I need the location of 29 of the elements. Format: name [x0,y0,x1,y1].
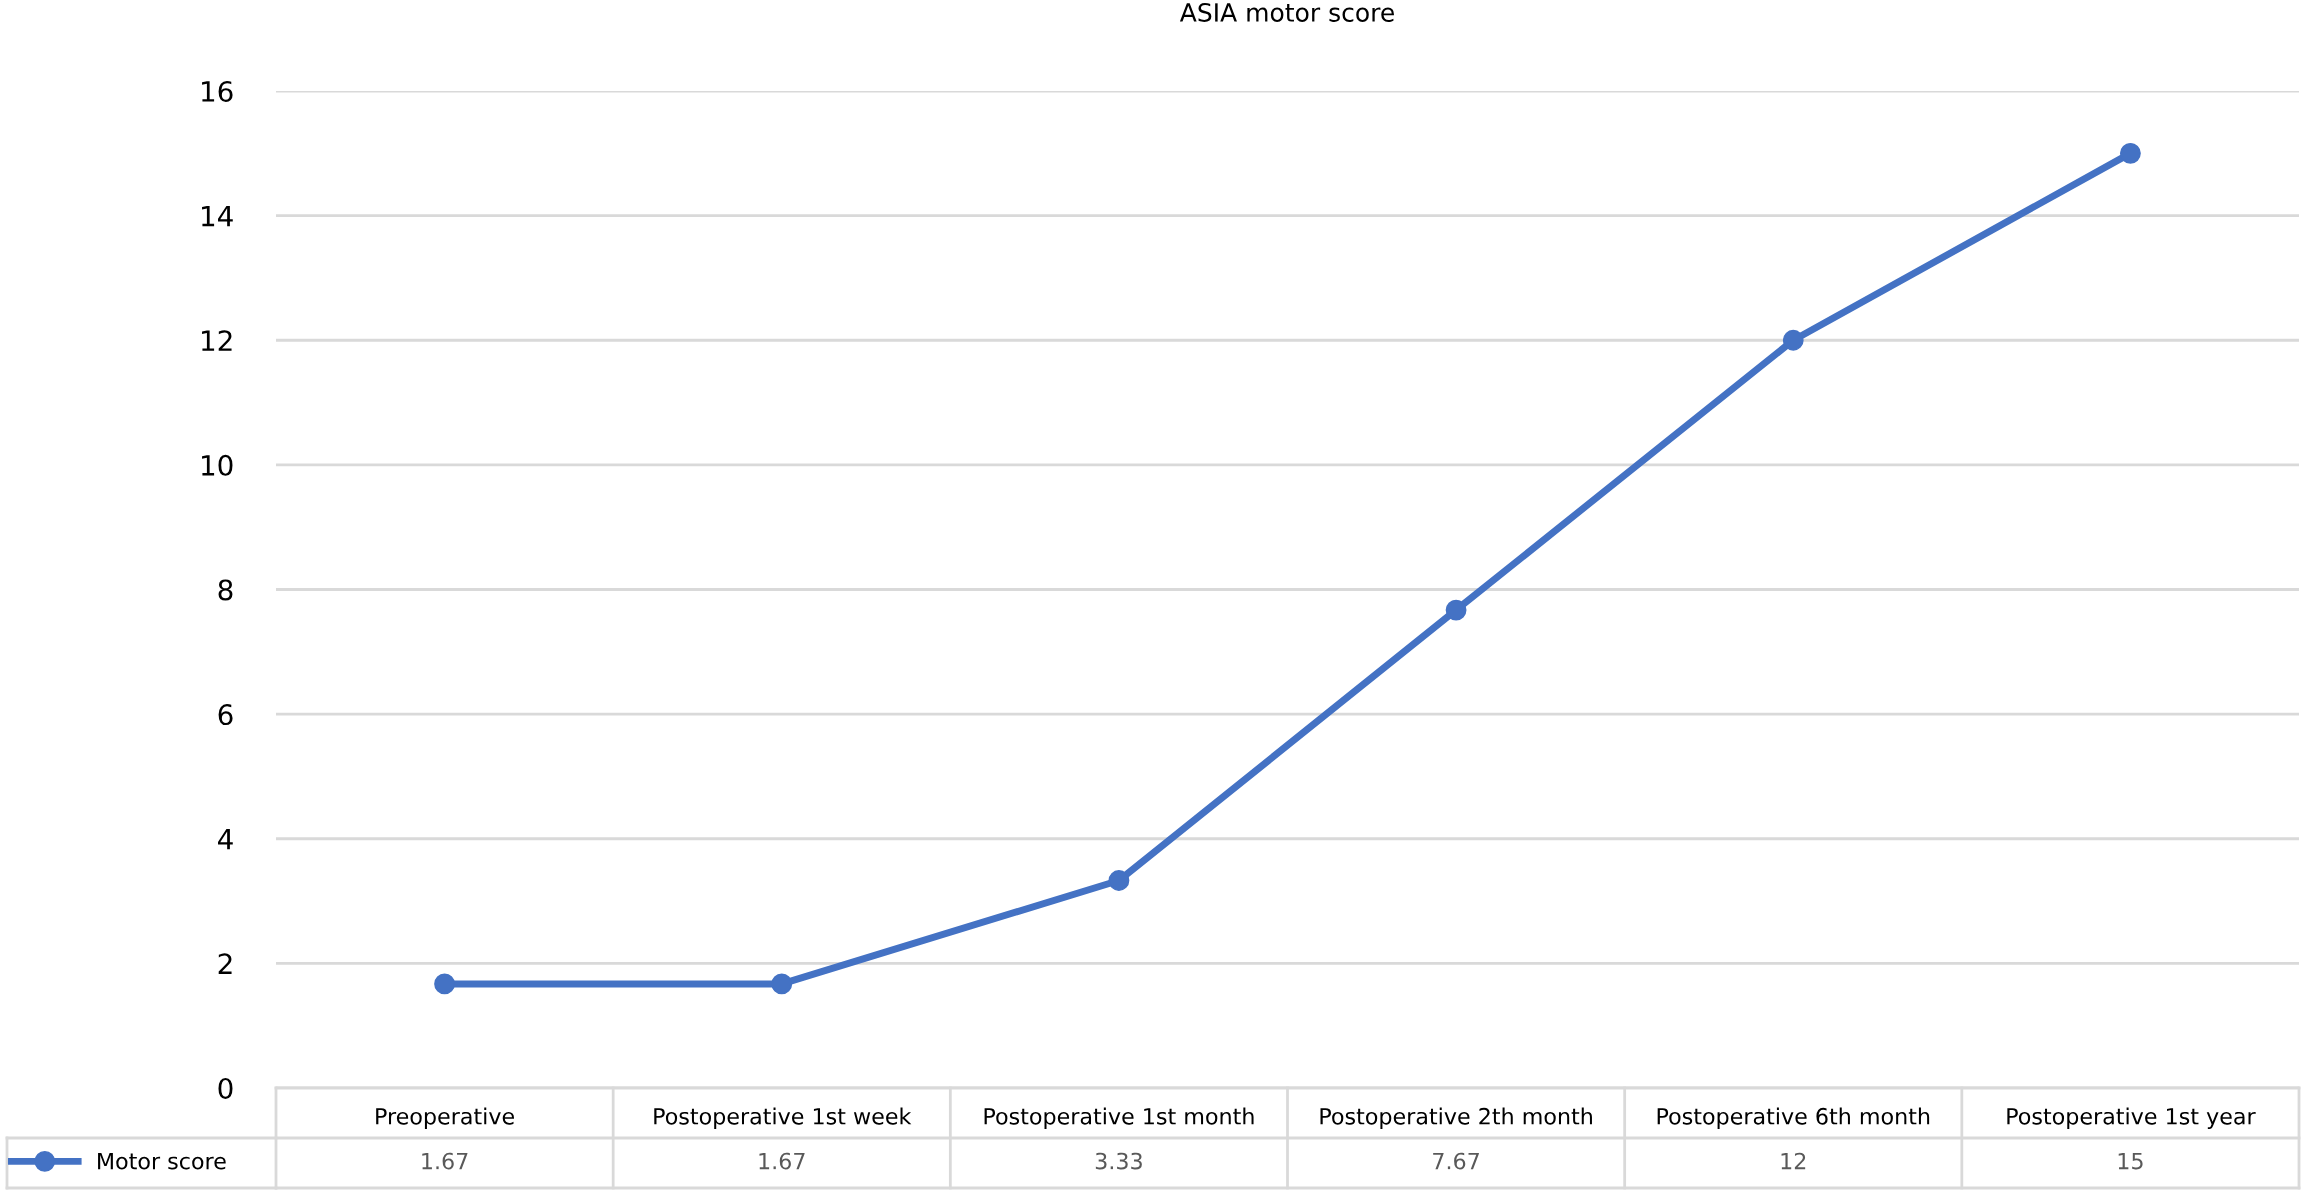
x-tick-label: Postoperative 6th month [1657,1107,1930,1129]
y-tick-label: 8 [218,579,233,601]
point [771,973,793,995]
point [1782,329,1804,351]
x-tick-label: Postoperative 1st year [2007,1107,2256,1129]
y-tick-label: 12 [202,330,232,351]
point [434,973,456,995]
point [1108,870,1130,891]
x-tick-label: Preoperative [376,1107,514,1129]
data-label: 15 [2118,1152,2143,1170]
x-tick-label: Postoperative 2th month [1320,1107,1592,1129]
data-label: 7.67 [1433,1152,1479,1170]
x-tick-label: Postoperative 1st month [984,1107,1254,1129]
point [2119,142,2141,164]
data-label: 1.67 [759,1152,805,1170]
y-tick-label: 4 [218,829,233,850]
y-tick-label: 0 [218,1077,233,1099]
legend-label: Motor score [98,1152,226,1170]
y-tick-label: 16 [202,80,233,102]
data-label: 12 [1781,1152,1806,1170]
data-label: 1.67 [422,1152,468,1170]
y-tick-label: 2 [218,953,232,974]
y-tick-label: 6 [218,704,233,726]
y-tick-label: 14 [202,205,233,227]
x-tick-label: Postoperative 1st week [654,1107,912,1129]
data-label: 3.33 [1095,1152,1142,1170]
y-tick-label: 10 [202,454,233,476]
point [1445,599,1467,621]
chart-title: ASIA motor score [1179,3,1394,22]
